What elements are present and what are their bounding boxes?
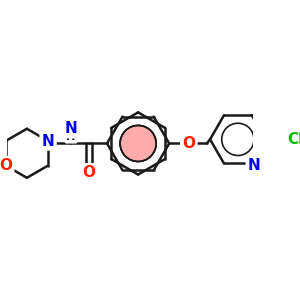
- Text: N: N: [248, 158, 261, 173]
- Text: N: N: [42, 134, 55, 148]
- Text: H: H: [66, 132, 76, 142]
- Text: O: O: [182, 136, 195, 151]
- Text: O: O: [0, 158, 12, 173]
- Circle shape: [120, 125, 156, 161]
- Text: Cl: Cl: [287, 132, 300, 147]
- Text: O: O: [82, 165, 95, 180]
- Text: N: N: [65, 121, 77, 136]
- Circle shape: [120, 125, 156, 161]
